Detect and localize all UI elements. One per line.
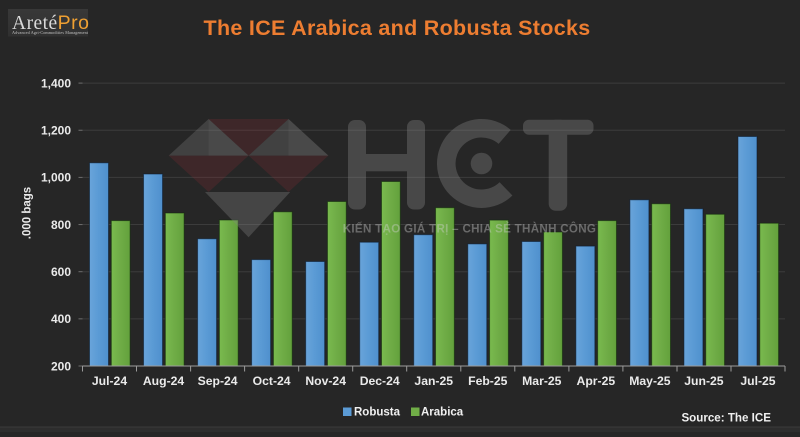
svg-text:Arabica: Arabica	[421, 406, 464, 418]
svg-text:Oct-24: Oct-24	[253, 374, 291, 388]
svg-text:Sep-24: Sep-24	[198, 374, 238, 388]
svg-text:The ICE Arabica and Robusta St: The ICE Arabica and Robusta Stocks	[204, 16, 591, 40]
svg-text:Source: The ICE: Source: The ICE	[681, 412, 771, 425]
svg-text:1,000: 1,000	[41, 171, 71, 185]
svg-text:.000 bags: .000 bags	[22, 187, 34, 239]
svg-text:600: 600	[51, 265, 71, 279]
svg-text:Jul-24: Jul-24	[92, 374, 127, 388]
svg-text:Jun-25: Jun-25	[684, 374, 724, 388]
svg-text:Robusta: Robusta	[354, 406, 401, 418]
svg-text:1,200: 1,200	[41, 124, 71, 138]
svg-text:200: 200	[51, 359, 71, 373]
svg-text:AretéPro: AretéPro	[12, 12, 89, 34]
svg-text:Jul-25: Jul-25	[740, 374, 775, 388]
svg-text:Feb-25: Feb-25	[468, 374, 508, 388]
svg-text:800: 800	[51, 218, 71, 232]
svg-text:400: 400	[51, 312, 71, 326]
svg-text:May-25: May-25	[629, 374, 671, 388]
svg-text:1,400: 1,400	[41, 76, 71, 90]
svg-text:KIẾN TẠO GIÁ TRỊ – CHIA SẺ THÀ: KIẾN TẠO GIÁ TRỊ – CHIA SẺ THÀNH CÔNG	[343, 222, 597, 235]
svg-text:Apr-25: Apr-25	[577, 374, 616, 388]
svg-text:Nov-24: Nov-24	[305, 374, 346, 388]
svg-text:Dec-24: Dec-24	[360, 374, 400, 388]
svg-text:Advanced Agri-Commodities Mana: Advanced Agri-Commodities Management	[12, 30, 89, 35]
svg-text:Aug-24: Aug-24	[143, 374, 185, 388]
svg-text:Mar-25: Mar-25	[522, 374, 562, 388]
svg-text:Jan-25: Jan-25	[414, 374, 453, 388]
